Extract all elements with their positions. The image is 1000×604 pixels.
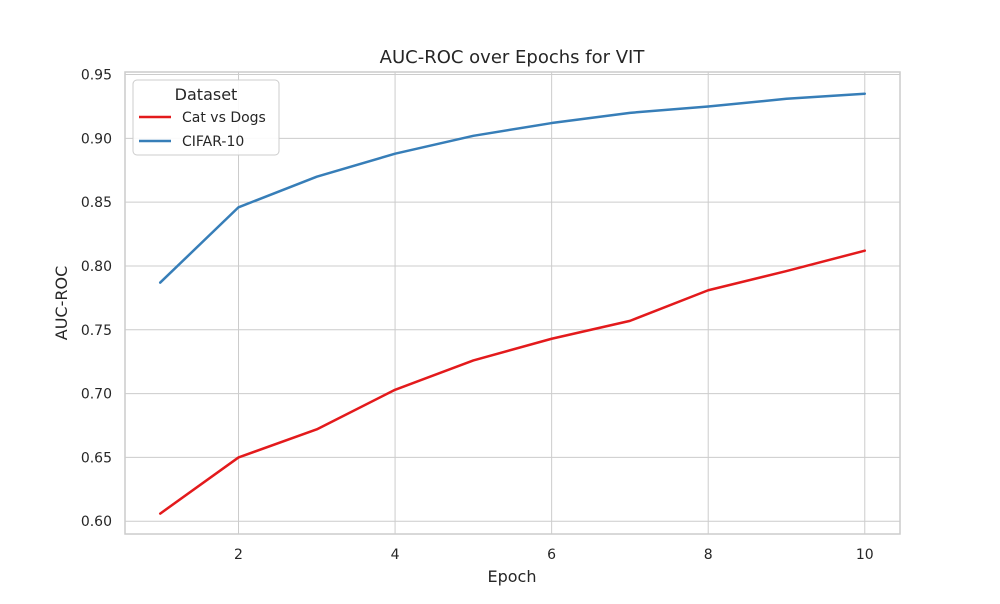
legend-items: Cat vs Dogs CIFAR-10	[139, 110, 266, 150]
y-tick-label: 0.80	[81, 259, 112, 275]
y-axis-ticks: 0.60 0.65 0.70 0.75 0.80 0.85 0.90 0.95	[81, 68, 112, 531]
x-axis-label: Epoch	[488, 567, 537, 586]
x-axis-ticks: 2 4 6 8 10	[234, 547, 874, 563]
chart-title: AUC-ROC over Epochs for VIT	[380, 47, 646, 68]
series-line-cifar-10	[158, 92, 867, 284]
y-axis-label: AUC-ROC	[52, 266, 71, 340]
y-tick-label: 0.70	[81, 387, 112, 403]
series-line-cat-vs-dogs	[158, 249, 867, 515]
legend-title: Dataset	[175, 85, 238, 104]
series-lines	[158, 92, 867, 515]
x-tick-label: 6	[547, 547, 556, 563]
legend: Dataset Cat vs Dogs CIFAR-10	[132, 79, 280, 156]
y-tick-label: 0.60	[81, 514, 112, 530]
y-tick-label: 0.75	[81, 323, 112, 339]
y-tick-label: 0.65	[81, 450, 112, 466]
y-tick-label: 0.90	[81, 131, 112, 147]
x-tick-label: 10	[856, 547, 874, 563]
legend-item-cat-vs-dogs: Cat vs Dogs	[139, 110, 266, 126]
x-tick-label: 8	[704, 547, 713, 563]
y-tick-label: 0.85	[81, 195, 112, 211]
legend-label: Cat vs Dogs	[182, 110, 266, 126]
y-tick-label: 0.95	[81, 68, 112, 84]
legend-label: CIFAR-10	[182, 134, 244, 150]
x-tick-label: 2	[234, 547, 243, 563]
plot-frame	[124, 71, 901, 535]
x-tick-label: 4	[391, 547, 400, 563]
legend-box	[132, 79, 280, 156]
legend-item-cifar-10: CIFAR-10	[139, 134, 244, 150]
